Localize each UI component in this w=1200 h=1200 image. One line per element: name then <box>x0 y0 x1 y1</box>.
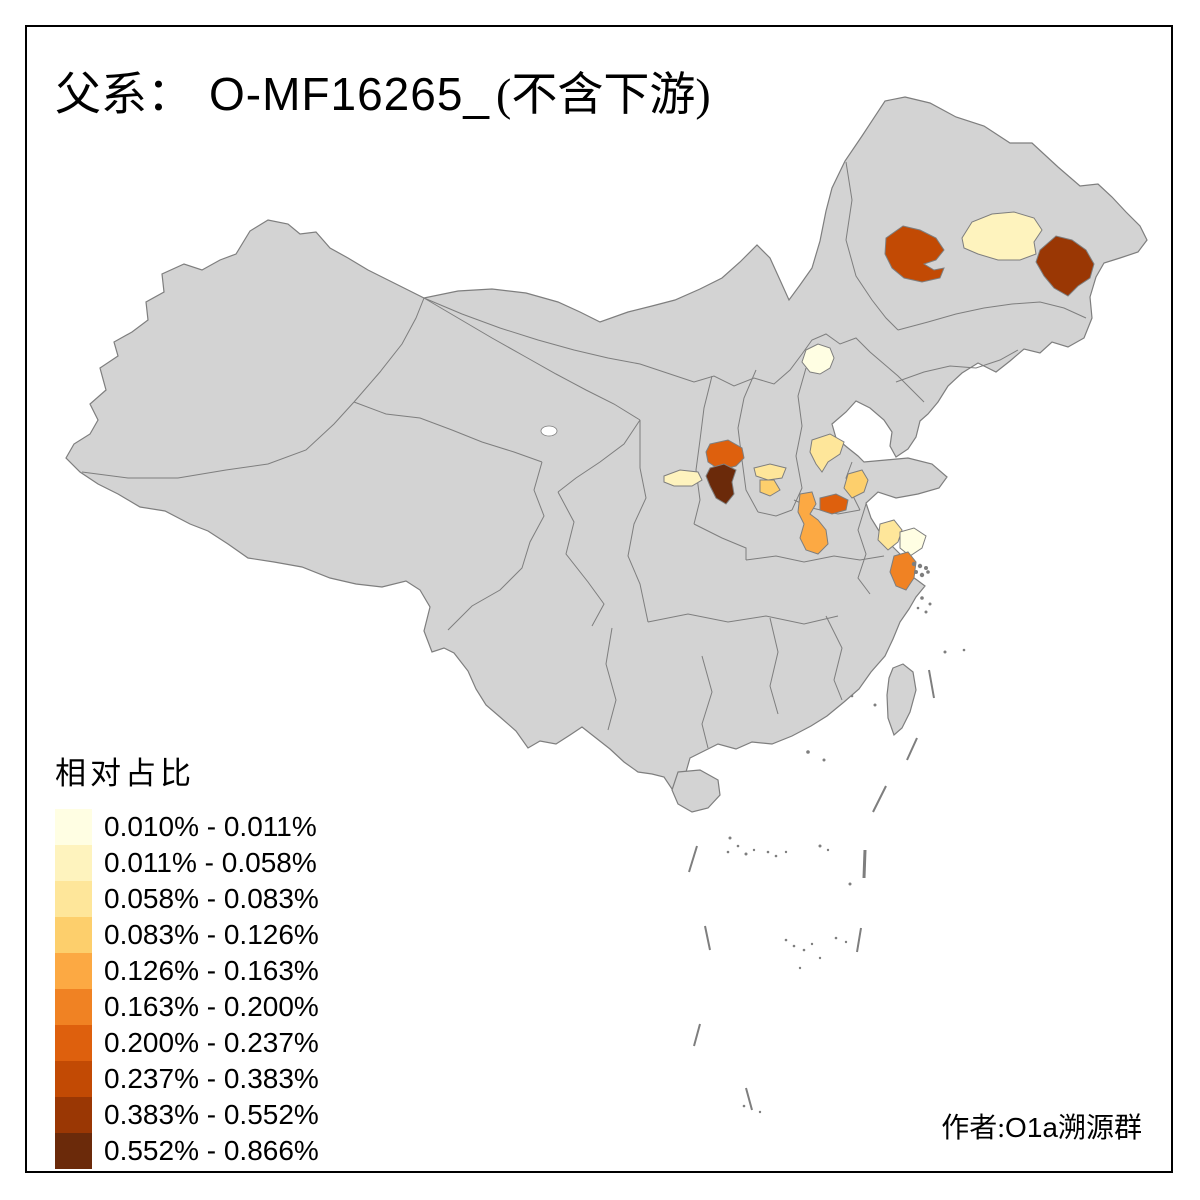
legend-swatch <box>55 989 92 1025</box>
legend-label: 0.237% - 0.383% <box>104 1063 319 1094</box>
legend-label: 0.126% - 0.163% <box>104 955 319 986</box>
map-region-shaanxi-shanxi-dark <box>705 463 737 505</box>
map-title: 父系： O-MF16265_ (不含下游) <box>55 58 711 124</box>
legend-swatch <box>55 809 92 845</box>
map-region-central-jiangsu <box>877 519 903 551</box>
map-region-east-henan <box>843 469 869 499</box>
legend-row: 0.126% - 0.163% <box>55 953 319 989</box>
legend-swatch <box>55 1097 92 1133</box>
map-region-southeast-henan <box>819 493 849 515</box>
legend-swatch <box>55 1061 92 1097</box>
legend-label: 0.058% - 0.083% <box>104 883 319 914</box>
legend: 相对占比 0.010% - 0.011% 0.011% - 0.058% 0.0… <box>55 748 319 1169</box>
legend-row: 0.083% - 0.126% <box>55 917 319 953</box>
legend-title: 相对占比 <box>55 756 195 791</box>
legend-label: 0.383% - 0.552% <box>104 1099 319 1130</box>
legend-swatch <box>55 845 92 881</box>
attribution-group-latin: O1a <box>1005 1112 1058 1143</box>
legend-row: 0.237% - 0.383% <box>55 1061 319 1097</box>
title-haplogroup: O-MF16265_ <box>209 68 491 120</box>
islets <box>688 561 966 1114</box>
map-region-central-henan <box>797 491 829 555</box>
attribution-group-zh: 溯源群 <box>1057 1113 1142 1144</box>
legend-row: 0.163% - 0.200% <box>55 989 319 1025</box>
plot-border <box>25 25 1173 1173</box>
map-region-northeast-center <box>961 211 1043 261</box>
map-region-north-zhejiang <box>889 551 917 591</box>
legend-swatch <box>55 881 92 917</box>
province-borders <box>81 161 1087 749</box>
legend-swatch <box>55 1025 92 1061</box>
legend-swatch <box>55 917 92 953</box>
title-suffix: (不含下游) <box>496 69 711 120</box>
legend-swatch <box>55 1133 92 1169</box>
legend-items: 0.010% - 0.011% 0.011% - 0.058% 0.058% -… <box>55 809 319 1169</box>
china-mainland-shape <box>65 96 1148 793</box>
highlighted-regions <box>663 211 1095 591</box>
legend-label: 0.552% - 0.866% <box>104 1135 319 1166</box>
legend-row: 0.383% - 0.552% <box>55 1097 319 1133</box>
taiwan-island <box>886 663 917 737</box>
map-region-northeast-east <box>1035 235 1095 297</box>
map-region-east-jiangsu <box>899 527 927 557</box>
map-region-north-shaanxi <box>705 439 745 471</box>
legend-row: 0.200% - 0.237% <box>55 1025 319 1061</box>
legend-swatch <box>55 953 92 989</box>
attribution-prefix: 作者: <box>941 1113 1006 1144</box>
title-prefix: 父系： <box>55 69 193 120</box>
legend-label: 0.163% - 0.200% <box>104 991 319 1022</box>
legend-label: 0.200% - 0.237% <box>104 1027 319 1058</box>
map-region-sw-shanxi-upper <box>753 463 787 481</box>
map-region-beijing <box>801 343 835 375</box>
map-region-north-henan <box>809 433 845 473</box>
legend-label: 0.083% - 0.126% <box>104 919 319 950</box>
legend-label: 0.010% - 0.011% <box>104 811 317 842</box>
legend-row: 0.552% - 0.866% <box>55 1133 319 1169</box>
qinghai-lake <box>540 425 558 437</box>
legend-row: 0.011% - 0.058% <box>55 845 319 881</box>
legend-row: 0.058% - 0.083% <box>55 881 319 917</box>
hainan-island <box>671 769 721 813</box>
map-region-sw-shanxi-lower <box>759 479 781 497</box>
map-region-northeast-west <box>884 225 945 283</box>
legend-label: 0.011% - 0.058% <box>104 847 317 878</box>
legend-row: 0.010% - 0.011% <box>55 809 319 845</box>
map-region-east-gansu <box>663 469 703 487</box>
attribution: 作者:O1a溯源群 <box>941 1106 1142 1146</box>
